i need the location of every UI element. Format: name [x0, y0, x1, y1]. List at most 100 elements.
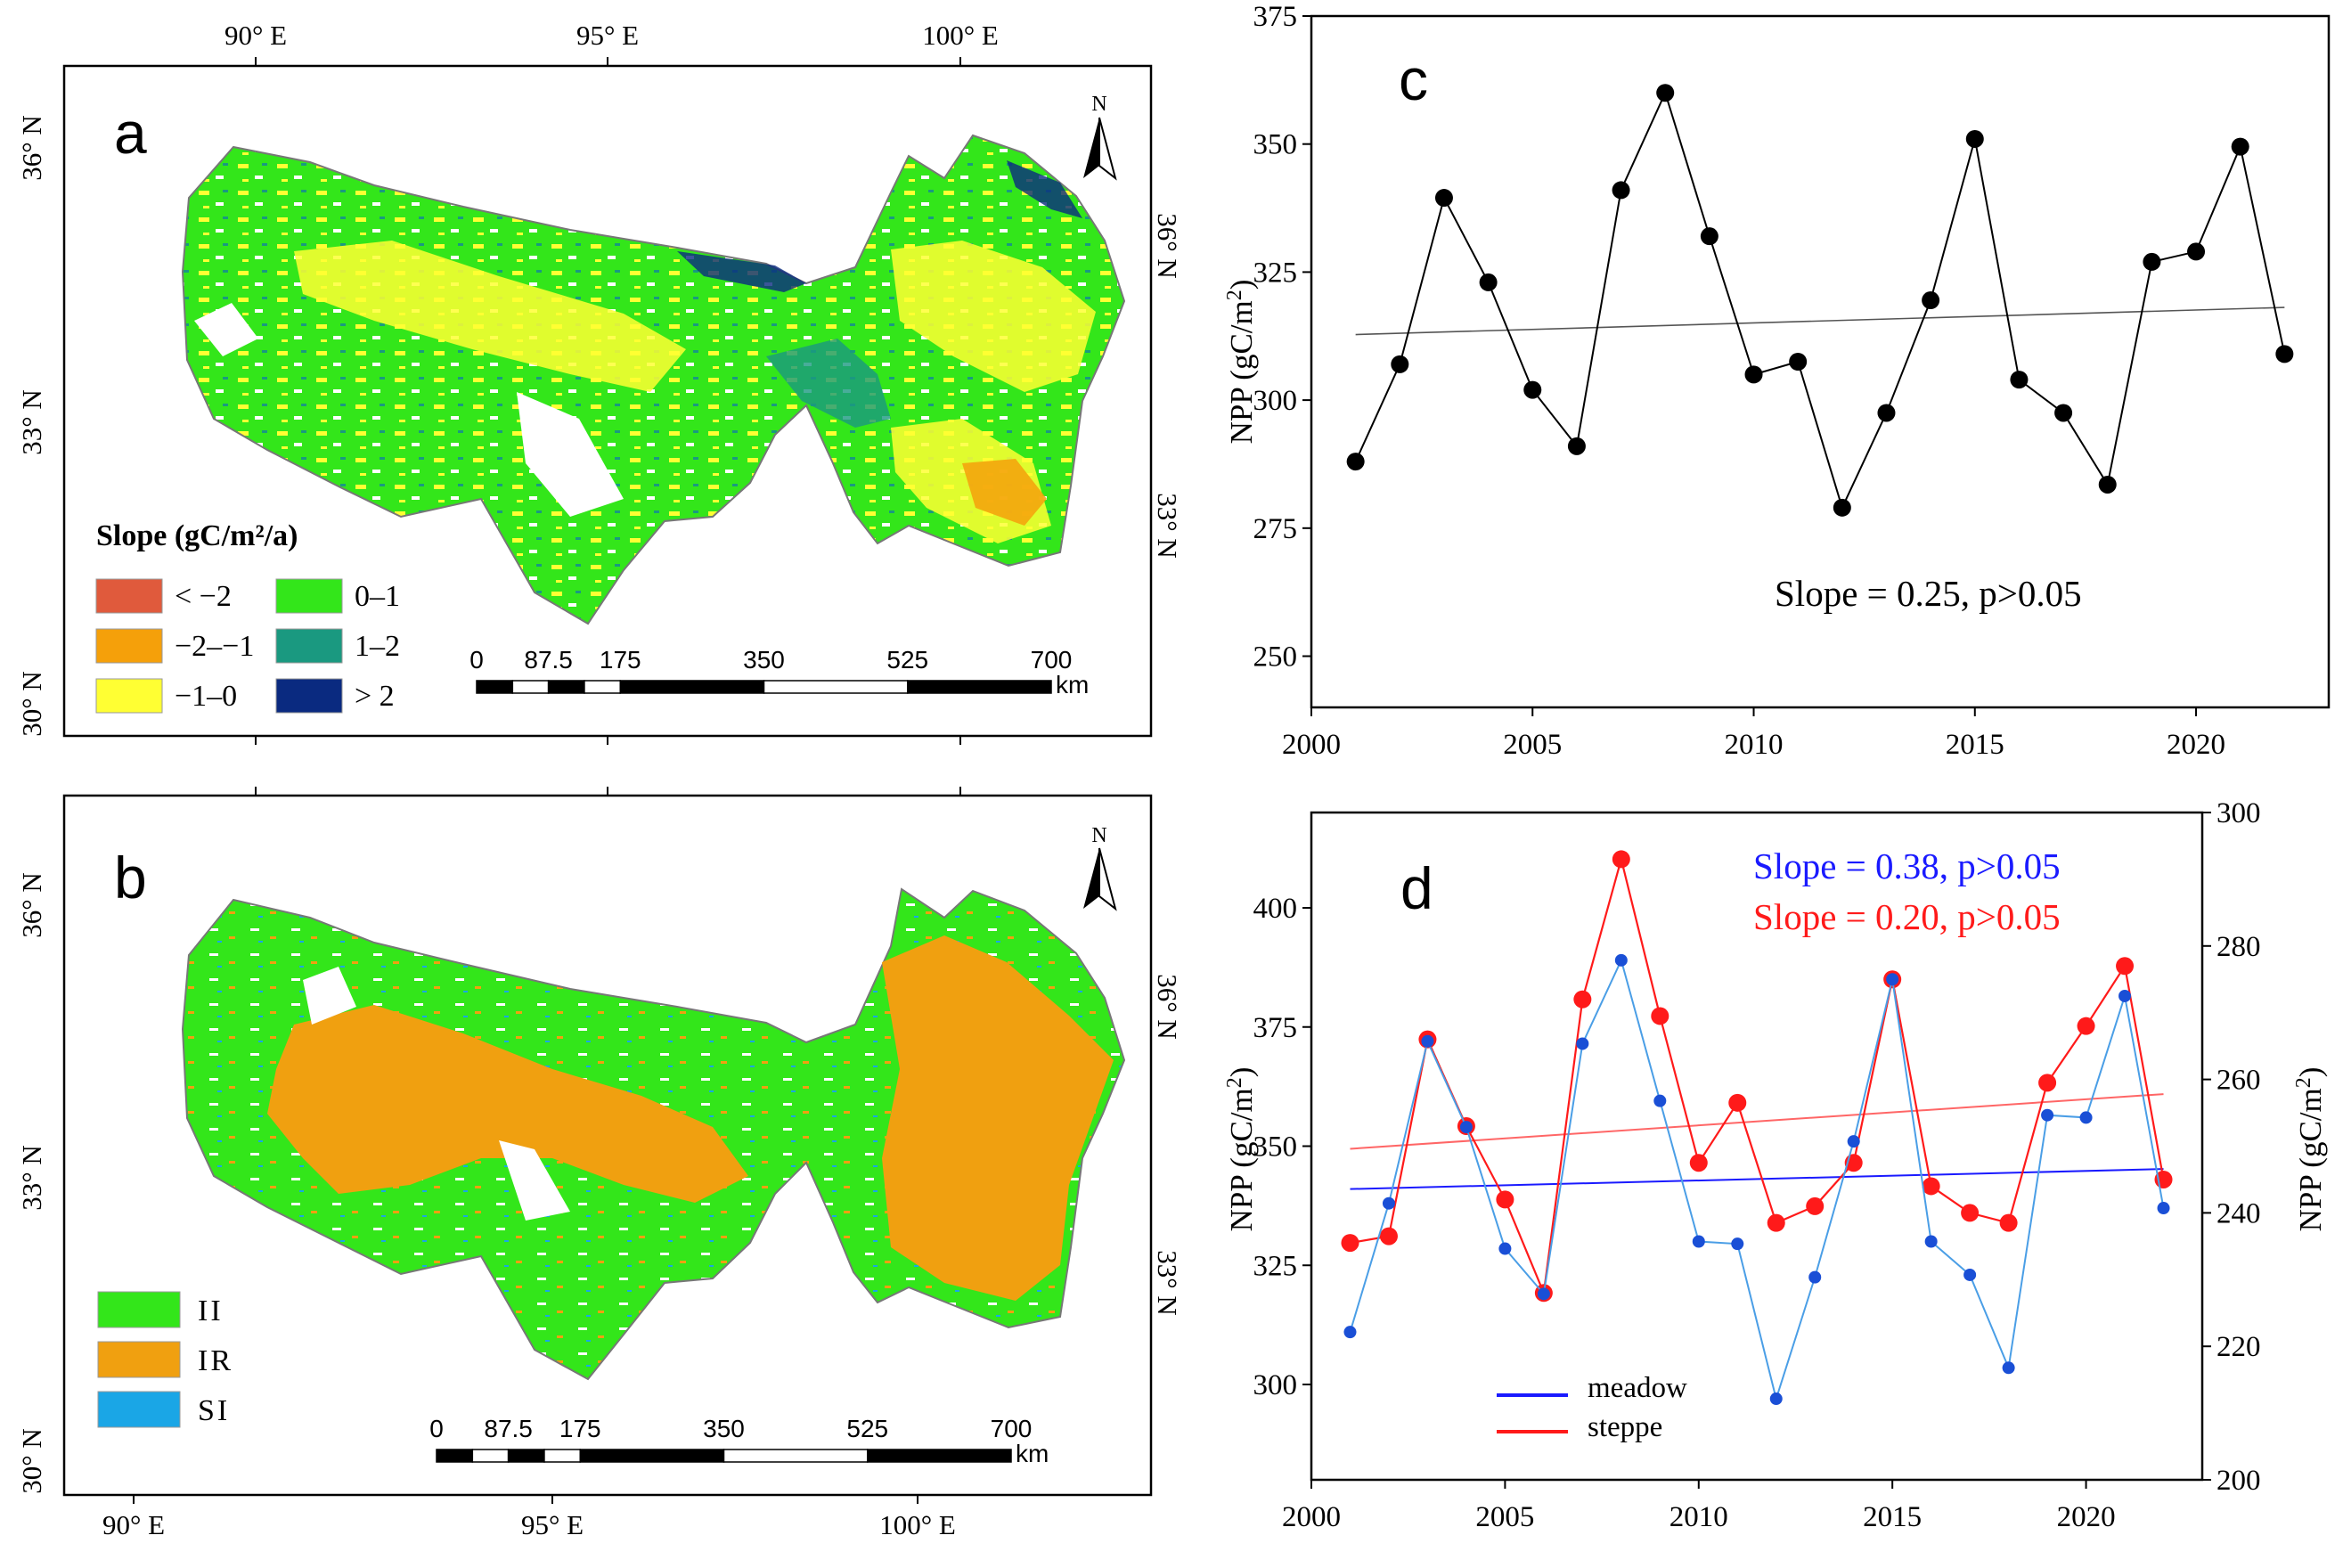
chart-d-meadow-point: [2002, 1361, 2015, 1375]
map-a-patch: [891, 241, 1096, 392]
chart-c-point: [1789, 353, 1808, 371]
chart-d-steppe-point: [1767, 1213, 1785, 1232]
scalebar-segment: [763, 680, 909, 694]
scalebar-label: 0: [469, 646, 484, 674]
legend-a-label: 1–2: [355, 630, 400, 663]
scalebar-segment: [584, 680, 621, 694]
chart-panel-d: d NPP (gC/m2) NPP (gC/m2) 2000 2005 2010 20…: [1223, 797, 2328, 1533]
map-b-patch: [499, 1140, 570, 1221]
scalebar-label: 175: [559, 1415, 601, 1442]
scalebar-segment: [507, 1449, 545, 1463]
chart-d-ylabel-right-sup: 2: [2292, 1077, 2315, 1088]
chart-d-trend-steppe: [1350, 1093, 2164, 1150]
scalebar-label: 700: [991, 1415, 1033, 1442]
scalebar-segment: [579, 1449, 725, 1463]
chart-d-meadow-point: [1808, 1270, 1822, 1284]
chart-d-meadow-point: [1614, 953, 1628, 967]
chart-d-ytick-left-label: 325: [1253, 1250, 1298, 1282]
legend-a-label: > 2: [355, 680, 395, 713]
scalebar-label: 175: [600, 646, 641, 674]
legend-b-swatch: [97, 1341, 181, 1378]
map-b-lon-ticks: [133, 787, 961, 1504]
chart-d-ytick-right-label: 220: [2216, 1331, 2261, 1363]
map-a-patch: [766, 339, 891, 428]
chart-d-ytick-right-label: 300: [2216, 797, 2261, 829]
chart-c-point: [2275, 345, 2294, 363]
map-panel-a: 90° E 95° E 100° E 36° N 33° N 30° N 36°…: [16, 20, 1183, 745]
chart-c-point: [1744, 365, 1763, 384]
map-b-right-lat-label: 33° N: [1152, 1250, 1183, 1316]
legend-a-label: −1–0: [175, 680, 237, 713]
legend-b-label: SI: [198, 1394, 230, 1427]
chart-c-trend-line: [1355, 306, 2285, 336]
chart-c-point: [1922, 291, 1940, 310]
chart-c-ylabel-sup: 2: [1223, 290, 1246, 300]
map-b-bottom-lon-label: 90° E: [102, 1509, 165, 1540]
chart-c-point: [1346, 453, 1365, 471]
scalebar-label: 87.5: [484, 1415, 533, 1442]
chart-c-point: [2187, 242, 2206, 261]
map-a-north-arrow-icon: N: [1083, 93, 1117, 181]
chart-d-xtick-label: 2000: [1282, 1501, 1341, 1533]
chart-c-ytick-label: 350: [1253, 129, 1298, 161]
map-a-left-lat-label: 33° N: [16, 389, 47, 455]
scalebar-segment: [543, 1449, 581, 1463]
chart-c-xtick-label: 2015: [1946, 729, 2004, 761]
chart-d-meadow-point: [1653, 1094, 1667, 1107]
chart-d-ytick-left-label: 375: [1253, 1012, 1298, 1044]
chart-c-point: [1965, 129, 1984, 148]
chart-d-ytick-right-label: 260: [2216, 1065, 2261, 1097]
chart-d-steppe-point: [1806, 1196, 1825, 1215]
map-b-right-lat-label: 36° N: [1152, 974, 1183, 1040]
chart-d-ytick-right-label: 240: [2216, 1197, 2261, 1229]
legend-a-swatch: [95, 578, 163, 614]
scalebar-label: 525: [846, 1415, 888, 1442]
chart-c-point: [2143, 252, 2161, 271]
legend-label-meadow: meadow: [1588, 1372, 1687, 1404]
chart-d-meadow-point: [1769, 1392, 1783, 1406]
chart-c-ylabel-main: NPP (gC/m: [1224, 300, 1259, 444]
chart-d-xtick-label: 2015: [1863, 1501, 1922, 1533]
chart-c-point: [2010, 371, 2029, 389]
chart-c-point: [1434, 189, 1453, 208]
chart-d-meadow-point: [1498, 1242, 1512, 1255]
chart-d-steppe-point: [1612, 850, 1630, 869]
map-a-top-lon-label: 90° E: [225, 20, 287, 51]
chart-d-steppe-point: [1961, 1204, 1980, 1222]
map-a-right-lat-label: 33° N: [1152, 493, 1183, 559]
scalebar-segment: [471, 1449, 510, 1463]
chart-d-ytick-right-label: 280: [2216, 931, 2261, 963]
map-a-patch: [294, 241, 686, 392]
legend-a-swatch: [95, 678, 163, 714]
chart-d-meadow-point: [1459, 1121, 1473, 1134]
chart-c-point: [1567, 437, 1586, 455]
chart-c-xtick-label: 2020: [2167, 729, 2225, 761]
chart-c-point: [1656, 84, 1675, 102]
map-a-north-label: N: [1091, 93, 1106, 116]
chart-d-steppe-point: [1728, 1093, 1747, 1112]
map-b-left-lat-label: 30° N: [16, 1428, 47, 1494]
chart-d-steppe-point: [1651, 1007, 1669, 1025]
map-b-bottom-lon-label: 100° E: [879, 1509, 956, 1540]
chart-d-legend: meadow steppe: [1497, 1372, 1687, 1443]
map-a-left-lat-label: 36° N: [16, 115, 47, 181]
map-b-panel-letter: b: [114, 845, 147, 911]
scalebar-segment: [907, 680, 1052, 694]
chart-c-series-line: [1354, 90, 2286, 510]
scalebar-label: 350: [703, 1415, 745, 1442]
chart-d-meadow-point: [1382, 1196, 1395, 1210]
chart-d-meadow-line: [1349, 957, 2165, 1402]
chart-d-meadow-point: [1731, 1237, 1744, 1251]
map-a-right-lat-label: 36° N: [1152, 213, 1183, 279]
chart-d-steppe-point: [1922, 1177, 1940, 1196]
chart-c-point: [1391, 355, 1409, 373]
legend-b: II IR SI: [97, 1291, 231, 1428]
map-a-panel-letter: a: [114, 100, 147, 166]
legend-a-label: < −2: [175, 580, 232, 613]
chart-d-meadow-point: [1886, 973, 1899, 986]
chart-d-xtick-label: 2010: [1669, 1501, 1728, 1533]
map-a-left-lat-label: 30° N: [16, 671, 47, 737]
